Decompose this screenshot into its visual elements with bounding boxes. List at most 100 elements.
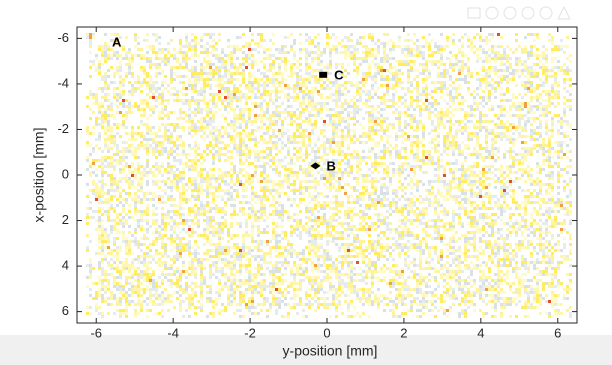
heatmap-cell [371,180,374,183]
heatmap-cell [347,45,350,48]
heatmap-cell [218,66,221,69]
heatmap-cell [488,195,491,198]
heatmap-cell [533,87,536,90]
heatmap-cell [326,177,329,180]
heatmap-cell [527,66,530,69]
heatmap-cell [179,111,182,114]
heatmap-cell [341,108,344,111]
heatmap-cell [323,66,326,69]
heatmap-cell [167,213,170,216]
heatmap-cell [203,87,206,90]
heatmap-cell [368,72,371,75]
toolbar-icon[interactable] [539,6,553,20]
heatmap-cell [140,141,143,144]
heatmap-cell [284,84,287,87]
heatmap-cell [536,201,539,204]
toolbar-icon[interactable] [503,6,517,20]
heatmap-cell [104,60,107,63]
heatmap-cell [500,111,503,114]
heatmap-cell [158,186,161,189]
heatmap-cell [272,72,275,75]
heatmap-cell [560,123,563,126]
heatmap-cell [446,189,449,192]
heatmap-cell [89,45,92,48]
heatmap-cell [524,63,527,66]
heatmap-cell [521,162,524,165]
heatmap-cell [395,189,398,192]
heatmap-cell [464,156,467,159]
heatmap-cell [248,96,251,99]
heatmap-cell [485,141,488,144]
heatmap-cell [554,45,557,48]
heatmap-cell [260,105,263,108]
heatmap-cell [320,192,323,195]
heatmap-cell [260,96,263,99]
heatmap-cell [548,165,551,168]
heatmap-cell [161,141,164,144]
heatmap-cell [119,186,122,189]
toolbar-icon[interactable] [485,6,499,20]
heatmap-cell [206,189,209,192]
toolbar-icon[interactable] [521,6,535,20]
heatmap-cell [200,162,203,165]
heatmap-cell [176,189,179,192]
heatmap-cell [266,129,269,132]
heatmap-cell [494,180,497,183]
heatmap-cell [239,150,242,153]
heatmap-cell [380,102,383,105]
heatmap-cell [551,174,554,177]
heatmap-cell [392,102,395,105]
heatmap-cell [194,123,197,126]
heatmap-cell [287,180,290,183]
heatmap-cell [452,177,455,180]
heatmap-cell [464,75,467,78]
heatmap-cell [500,207,503,210]
heatmap-cell [284,132,287,135]
heatmap-cell [389,150,392,153]
heatmap-cell [542,201,545,204]
heatmap-cell [506,78,509,81]
heatmap-cell [443,147,446,150]
toolbar-icon[interactable] [557,5,571,20]
heatmap-cell [110,66,113,69]
heatmap-cell [491,129,494,132]
heatmap-cell [116,42,119,45]
heatmap-cell [221,84,224,87]
heatmap-cell [287,210,290,213]
heatmap-cell [461,198,464,201]
heatmap-cell [227,111,230,114]
heatmap-cell [248,72,251,75]
heatmap-cell [440,33,443,36]
heatmap-cell [182,153,185,156]
heatmap-cell [374,180,377,183]
heatmap-cell [218,168,221,171]
heatmap-cell [125,177,128,180]
heatmap-cell [554,210,557,213]
heatmap-cell [320,96,323,99]
heatmap-cell [479,120,482,123]
heatmap-cell [179,159,182,162]
heatmap-cell [278,132,281,135]
heatmap-cell [224,66,227,69]
heatmap-cell [206,195,209,198]
heatmap-cell [320,87,323,90]
heatmap-cell [389,177,392,180]
heatmap-cell [563,180,566,183]
heatmap-cell [494,96,497,99]
heatmap-cell [440,177,443,180]
heatmap-cell [566,165,569,168]
heatmap-cell [530,33,533,36]
heatmap-cell [368,48,371,51]
heatmap-cell [269,141,272,144]
heatmap-cell [497,126,500,129]
heatmap-cell [374,72,377,75]
toolbar-icon[interactable] [467,7,481,19]
heatmap-cell [149,81,152,84]
heatmap-cell [362,84,365,87]
heatmap-cell [515,171,518,174]
heatmap-cell [452,102,455,105]
heatmap-cell [155,33,158,36]
heatmap-cell [266,93,269,96]
heatmap-cell [230,57,233,60]
heatmap-cell [278,159,281,162]
